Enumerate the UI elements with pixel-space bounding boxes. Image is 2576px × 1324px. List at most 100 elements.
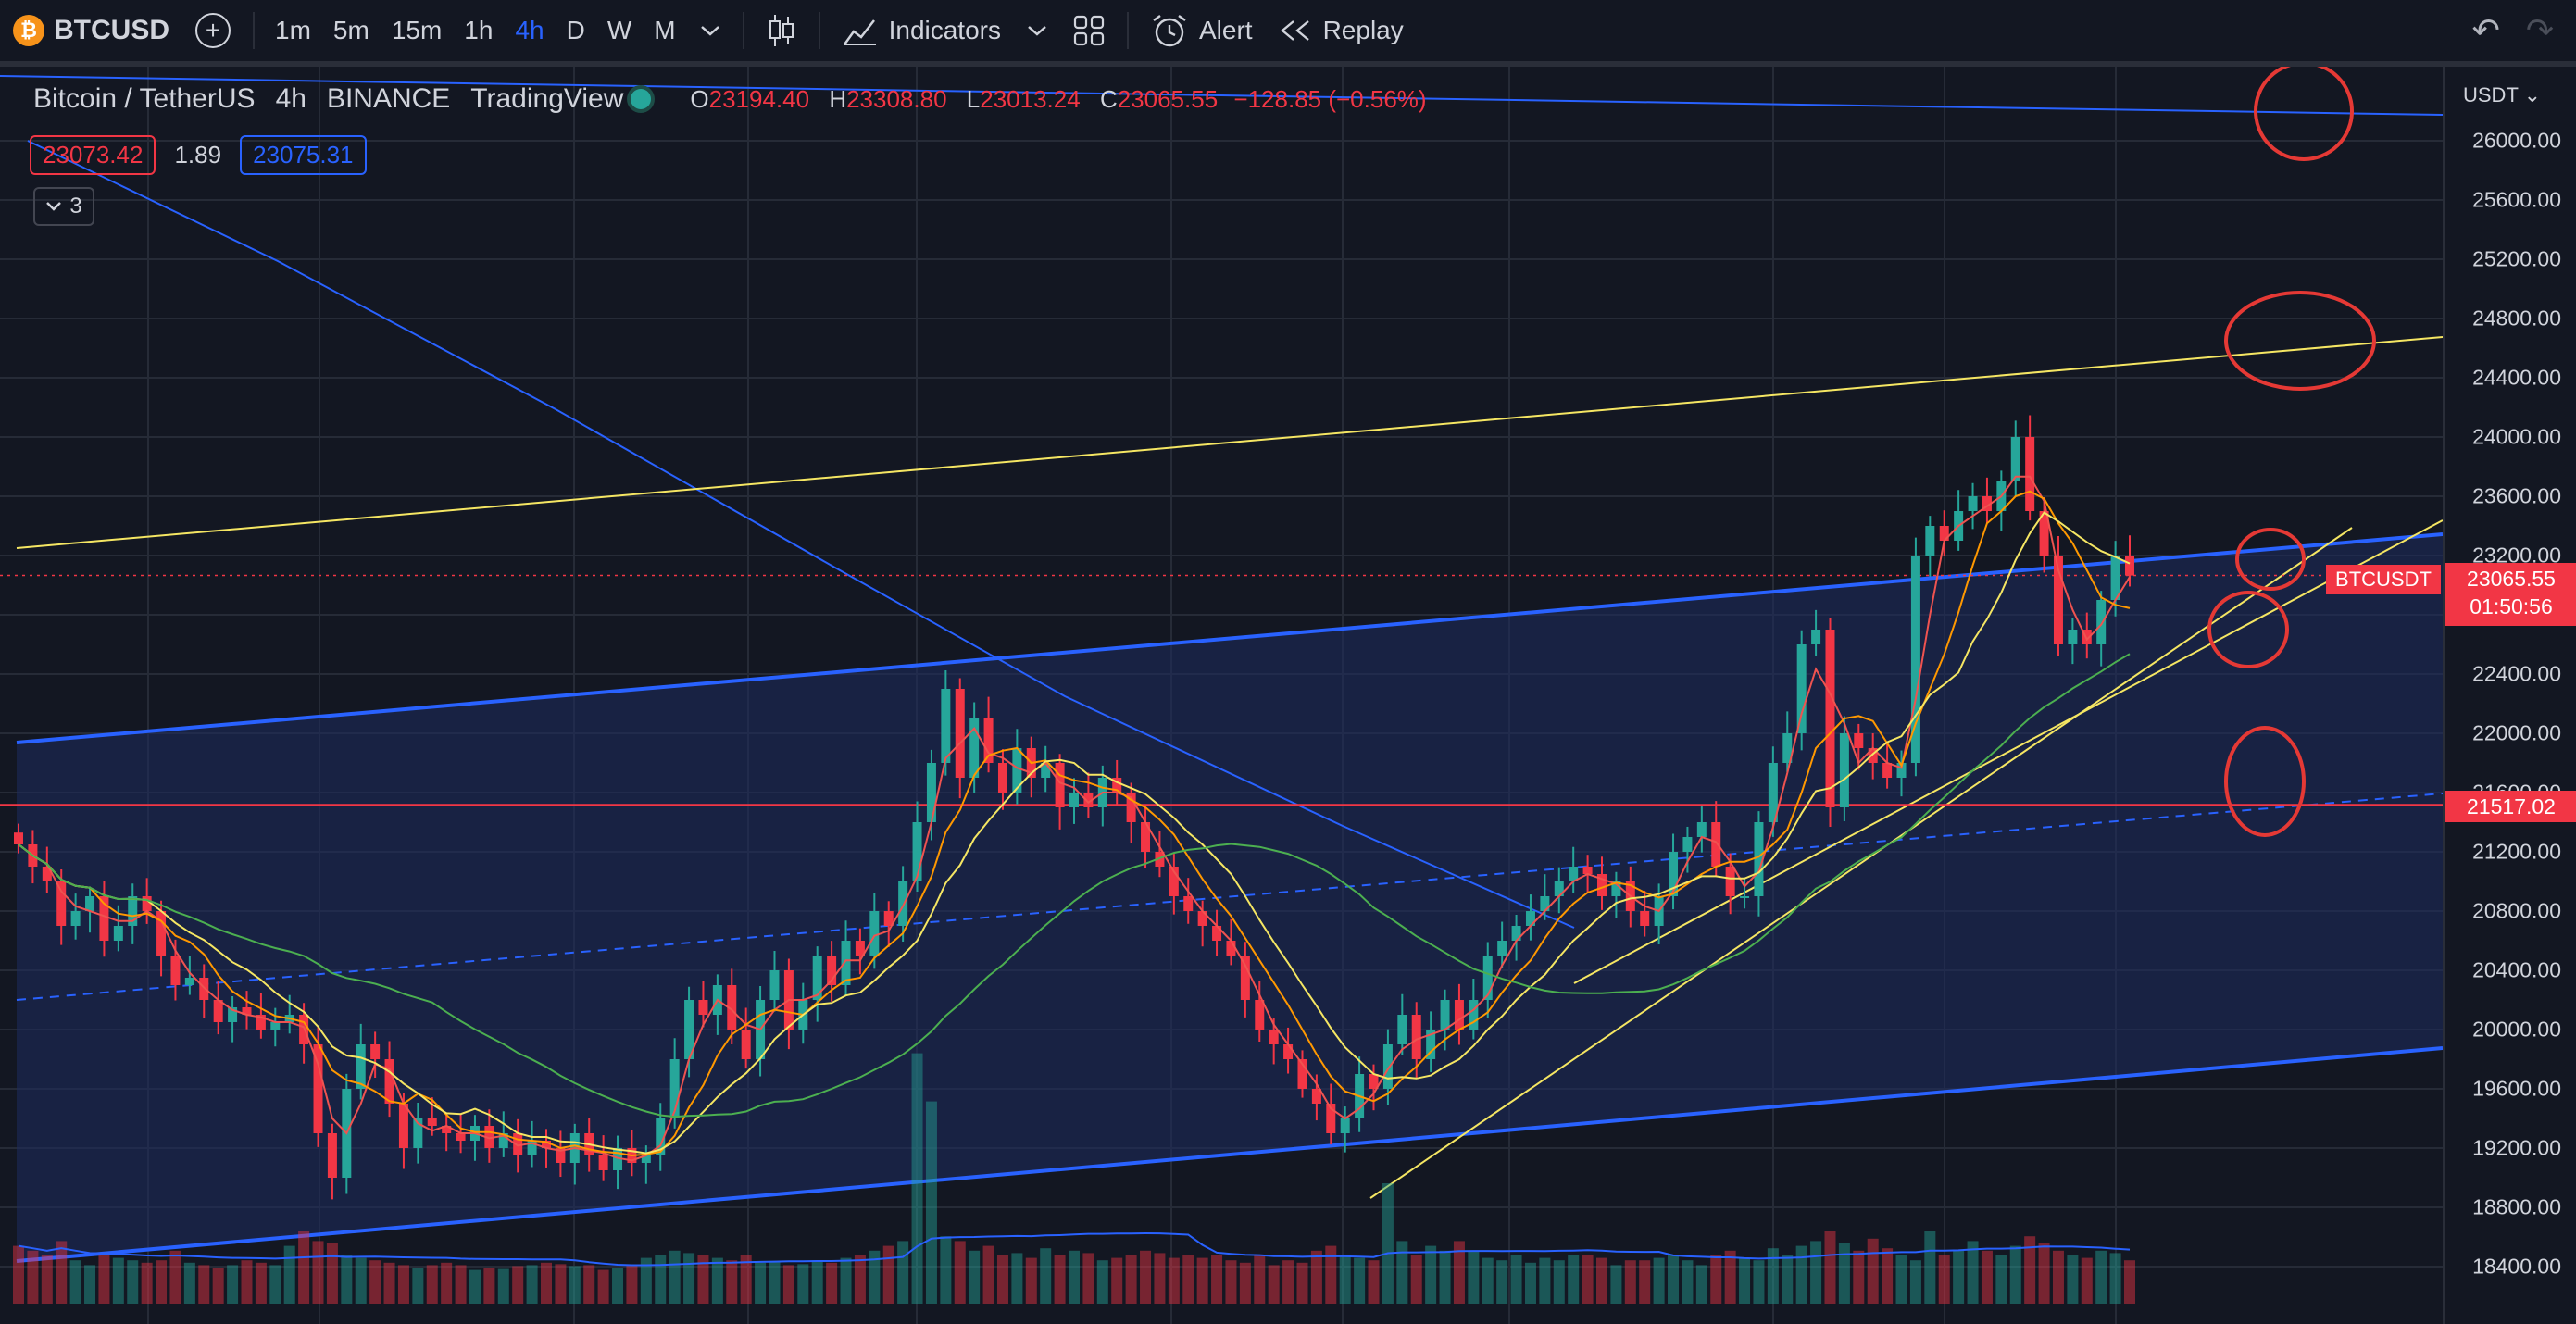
price-tick: 18400.00 [2472,1254,2561,1279]
interval-4h[interactable]: 4h [515,16,544,44]
volume-bar [412,1268,424,1304]
candle-body [1854,733,1864,748]
volume-bar [341,1255,353,1304]
candle-body [199,978,209,1000]
volume-bar [1368,1260,1380,1304]
indicators-count: 3 [69,194,82,219]
alert-button[interactable]: Alert [1138,0,1266,61]
volume-bar [1539,1257,1551,1304]
trendline-yellow-upper [16,336,2443,549]
volume-bar [1810,1241,1822,1304]
chart-legend[interactable]: Bitcoin / TetherUS 4h BINANCE TradingVie… [33,83,1427,115]
volume-bar [755,1262,767,1304]
volume-bar [1268,1265,1280,1304]
candle-body [1725,867,1735,896]
candle-body [1925,526,1935,556]
redo-button[interactable]: ↷ [2513,0,2576,61]
candle-body [898,881,908,926]
interval-1m[interactable]: 1m [275,16,311,44]
interval-W[interactable]: W [606,16,632,44]
volume-moving-average [18,1231,2131,1267]
trendline-yellow-support-1 [1369,527,2353,1199]
candle-body [1640,911,1650,926]
candle-body [2096,600,2107,644]
currency-selector[interactable]: USDT ⌄ [2463,83,2541,107]
candle-body [883,911,894,926]
undo-button[interactable]: ↶ [2459,0,2513,61]
candle-body [869,911,880,956]
toolbar-divider [1127,12,1129,49]
volume-bar [1853,1250,1865,1304]
interval-5m[interactable]: 5m [332,16,369,44]
volume-bar [198,1265,210,1304]
chart-type-button[interactable] [754,0,809,61]
candle-body [1982,496,1992,511]
volume-bar [782,1265,794,1304]
candle-body [955,689,965,778]
candle-body [142,896,152,911]
grid-icon [1073,15,1105,46]
add-symbol-button[interactable]: + [182,0,244,61]
price-tick: 18800.00 [2472,1194,2561,1219]
candle-body [1482,956,1493,1000]
replay-button[interactable]: Replay [1266,0,1417,61]
interval-M[interactable]: M [654,16,676,44]
volume-bar [397,1265,409,1304]
volume-bar [1168,1257,1180,1304]
indicators-icon [843,19,876,45]
candle-body [969,718,980,778]
volume-bar [1225,1260,1237,1304]
candle-body [370,1044,381,1059]
candle-body [1283,1044,1294,1059]
candle-body [941,689,951,763]
price-chart[interactable] [0,67,2443,1324]
candle-body [1669,852,1679,896]
candle-body [2125,556,2134,576]
bid-ask-boxes: 23073.42 1.89 23075.31 [30,135,367,175]
interval-15m[interactable]: 15m [391,16,443,44]
bid-price[interactable]: 23073.42 [30,135,156,175]
chevron-down-icon [46,202,62,211]
volume-bar [169,1250,181,1304]
volume-bar [711,1257,723,1304]
candle-body [484,1126,494,1148]
indicators-button[interactable]: Indicators [830,0,1014,61]
volume-bar [1639,1260,1651,1304]
volume-bar [1895,1255,1907,1304]
candle-body [1582,867,1593,874]
interval-D[interactable]: D [566,16,585,44]
indicator-templates-button[interactable] [1014,0,1060,61]
price-axis[interactable]: USDT ⌄ 26000.00 25600.00 25200.00 24800.00 2… [2443,67,2576,1324]
top-toolbar: ₿ BTCUSD + 1m 5m 15m 1h 4h D W M Indicators [0,0,2576,67]
candle-body [1511,926,1521,941]
layout-button[interactable] [1060,0,1118,61]
volume-bar [1111,1257,1123,1304]
close-label: C [1099,84,1118,113]
ask-price[interactable]: 23075.31 [240,135,367,175]
volume-bar [840,1257,852,1304]
volume-bar [1653,1257,1665,1304]
moving-average-orange [18,490,2131,1157]
interval-dropdown-button[interactable] [687,0,733,61]
annotation-circle [2224,291,2376,391]
candle-body [2110,556,2120,600]
volume-bar [2124,1260,2135,1304]
volume-bar [241,1260,253,1304]
volume-bar [2009,1245,2021,1304]
symbol-search-button[interactable]: ₿ BTCUSD [0,0,182,61]
volume-bar [1054,1255,1066,1304]
volume-bar [1524,1262,1536,1304]
indicators-collapse-button[interactable]: 3 [33,187,94,226]
high-value: 23308.80 [846,84,947,113]
candle-body [841,941,851,985]
source-name: TradingView [470,83,624,114]
volume-bar [1739,1257,1751,1304]
candle-body [113,926,123,941]
chart-pane[interactable] [0,67,2443,1324]
volume-bar [597,1269,609,1304]
volume-bar [56,1241,68,1304]
volume-bar [1510,1255,1522,1304]
volume-bar [826,1262,838,1304]
candle-body [1768,763,1778,822]
interval-1h[interactable]: 1h [464,16,494,44]
